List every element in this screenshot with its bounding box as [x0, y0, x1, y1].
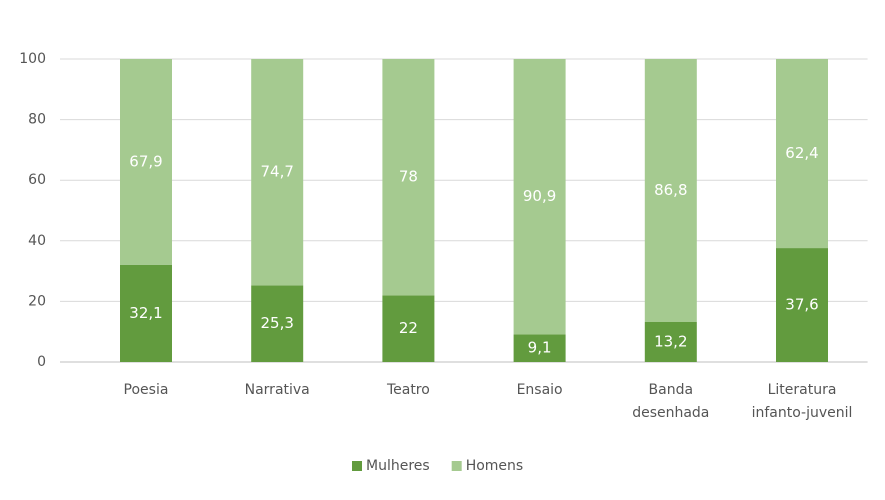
- bar-segment: [120, 59, 172, 265]
- bar-segment: [120, 264, 172, 362]
- bar-segment: [382, 59, 435, 296]
- x-tick-label: Teatro: [386, 382, 430, 398]
- bar-segment: [776, 248, 828, 362]
- data-label: 78: [399, 168, 418, 186]
- y-tick-label: 20: [28, 293, 46, 309]
- x-tick-label: Poesia: [124, 382, 169, 398]
- data-label: 9,1: [528, 339, 552, 357]
- y-tick-label: 40: [28, 233, 46, 249]
- bar-segment: [513, 59, 566, 335]
- data-label: 37,6: [785, 296, 818, 314]
- x-tick-label: desenhada: [632, 405, 709, 421]
- bar-segment: [251, 285, 304, 362]
- bar-segment: [776, 59, 828, 249]
- data-label: 90,9: [523, 187, 556, 205]
- data-label: 86,8: [654, 181, 687, 199]
- bar-segment: [644, 322, 697, 362]
- data-label: 32,1: [129, 304, 162, 322]
- data-label: 62,4: [785, 144, 818, 162]
- x-tick-label: Banda: [649, 382, 694, 398]
- x-tick-label: Ensaio: [517, 382, 563, 398]
- bar-segment: [251, 59, 304, 286]
- bar-segment: [382, 295, 435, 362]
- y-tick-label: 0: [37, 354, 46, 370]
- bar-segment: [513, 334, 566, 362]
- data-label: 67,9: [129, 152, 162, 170]
- legend-swatch: [352, 461, 362, 471]
- legend-label: Homens: [466, 458, 524, 474]
- data-label: 25,3: [260, 314, 293, 332]
- data-label: 13,2: [654, 333, 687, 351]
- x-tick-label: Literatura: [768, 382, 837, 398]
- bar-segment: [644, 59, 697, 323]
- data-label: 22: [399, 319, 418, 337]
- legend-label: Mulheres: [366, 458, 430, 474]
- y-tick-label: 60: [28, 172, 46, 188]
- y-tick-label: 100: [19, 51, 46, 67]
- x-tick-label: infanto-juvenil: [752, 405, 853, 421]
- y-tick-label: 80: [28, 112, 46, 128]
- legend-swatch: [451, 461, 462, 471]
- data-label: 74,7: [260, 163, 293, 181]
- x-tick-label: Narrativa: [245, 382, 310, 398]
